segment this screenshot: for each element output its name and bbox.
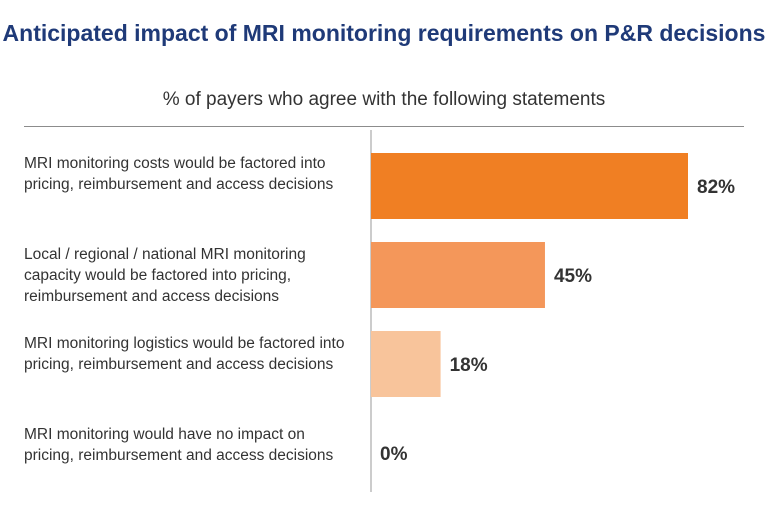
value-label-1: 82%: [697, 177, 735, 198]
category-label-2: Local / regional / national MRI monitori…: [24, 246, 306, 305]
category-label-1: MRI monitoring costs would be factored i…: [24, 155, 334, 193]
chart-subtitle: % of payers who agree with the following…: [162, 89, 606, 110]
bar-3: [371, 331, 441, 397]
chart-title: Anticipated impact of MRI monitoring req…: [2, 20, 766, 46]
bar-1: [371, 153, 688, 219]
header-divider: [24, 126, 744, 127]
value-labels-group: 82% 45% 18% 0%: [380, 177, 735, 465]
value-label-3: 18%: [450, 355, 488, 376]
category-label-3: MRI monitoring logistics would be factor…: [24, 335, 345, 373]
category-label-4: MRI monitoring would have no impact on p…: [24, 426, 334, 464]
value-label-4: 0%: [380, 444, 408, 465]
bar-2: [371, 242, 545, 308]
bars-group: [371, 153, 688, 397]
value-label-2: 45%: [554, 266, 592, 287]
